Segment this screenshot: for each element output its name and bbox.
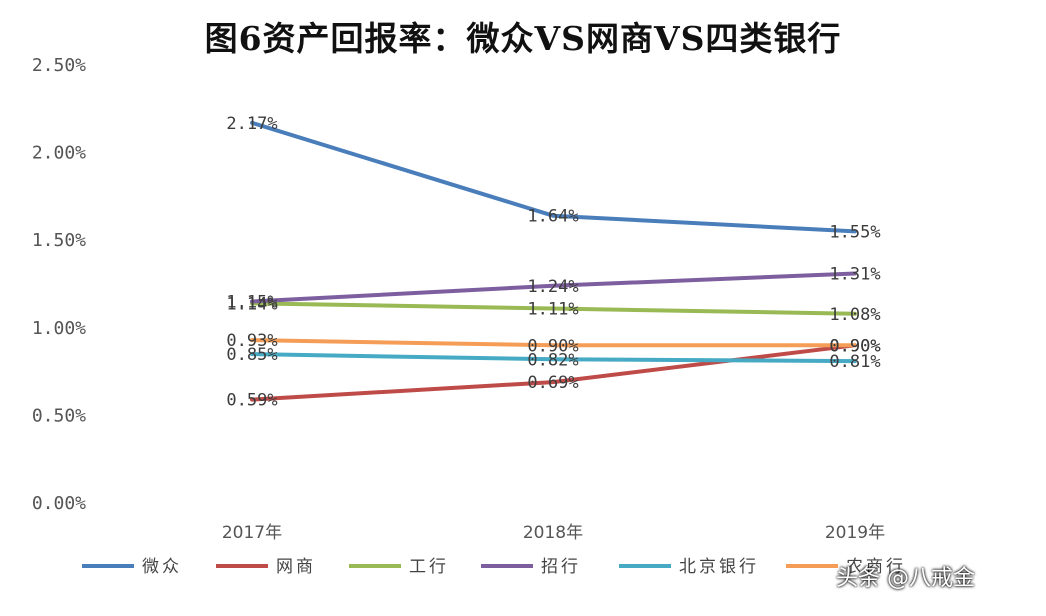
x-tick-label: 2018年 bbox=[523, 523, 583, 543]
data-label: 1.08% bbox=[829, 305, 880, 325]
legend-label: 农商行 bbox=[846, 557, 906, 577]
data-label: 1.11% bbox=[527, 300, 578, 320]
data-label: 0.90% bbox=[527, 336, 578, 356]
data-label: 0.90% bbox=[829, 336, 880, 356]
y-tick-label: 1.50% bbox=[32, 230, 86, 251]
data-label: 0.81% bbox=[829, 352, 880, 372]
data-label: 1.55% bbox=[829, 222, 880, 242]
data-label: 0.93% bbox=[226, 331, 277, 351]
data-label: 0.90% bbox=[829, 336, 880, 356]
x-tick-label: 2017年 bbox=[222, 523, 282, 543]
y-tick-label: 0.00% bbox=[32, 493, 86, 514]
y-tick-label: 1.00% bbox=[32, 318, 86, 339]
y-tick-label: 0.50% bbox=[32, 405, 86, 426]
legend-label: 北京银行 bbox=[679, 557, 759, 577]
series-line bbox=[250, 352, 857, 364]
y-tick-label: 2.00% bbox=[32, 143, 86, 164]
x-tick-label: 2019年 bbox=[825, 523, 885, 543]
data-label: 0.85% bbox=[226, 345, 277, 365]
chart-title: 图6资产回报率：微众VS网商VS四类银行 bbox=[204, 19, 842, 58]
series-lines bbox=[250, 120, 857, 402]
data-label: 2.17% bbox=[226, 114, 277, 134]
series-line bbox=[250, 343, 857, 402]
data-label: 1.14% bbox=[226, 294, 277, 314]
series-line bbox=[250, 301, 857, 316]
legend: 微众 网商 工行 招行 北京银行 农商行 bbox=[82, 557, 906, 577]
data-label: 0.82% bbox=[527, 350, 578, 370]
legend-label: 招行 bbox=[541, 557, 581, 577]
watermark-text: 头条 @八戒金 bbox=[836, 566, 975, 591]
series-line bbox=[250, 338, 857, 348]
data-label: 0.59% bbox=[226, 391, 277, 411]
data-label: 1.24% bbox=[527, 277, 578, 297]
data-label: 1.31% bbox=[829, 264, 880, 284]
data-labels: 2.17% 1.64% 1.55% 0.59% 0.69% 0.90% 1.14% 1.11%… bbox=[226, 114, 880, 411]
legend-label: 网商 bbox=[276, 557, 316, 577]
data-label: 1.15% bbox=[226, 293, 277, 313]
series-line bbox=[250, 120, 857, 234]
legend-label: 微众 bbox=[142, 557, 182, 577]
data-label: 0.69% bbox=[527, 373, 578, 393]
y-axis: 0.00% 0.50% 1.00% 1.50% 2.00% 2.50% bbox=[32, 55, 86, 514]
y-tick-label: 2.50% bbox=[32, 55, 86, 76]
x-axis: 2017年 2018年 2019年 bbox=[222, 523, 885, 543]
data-label: 1.64% bbox=[527, 207, 578, 227]
legend-label: 工行 bbox=[409, 557, 449, 577]
series-line bbox=[250, 271, 857, 304]
